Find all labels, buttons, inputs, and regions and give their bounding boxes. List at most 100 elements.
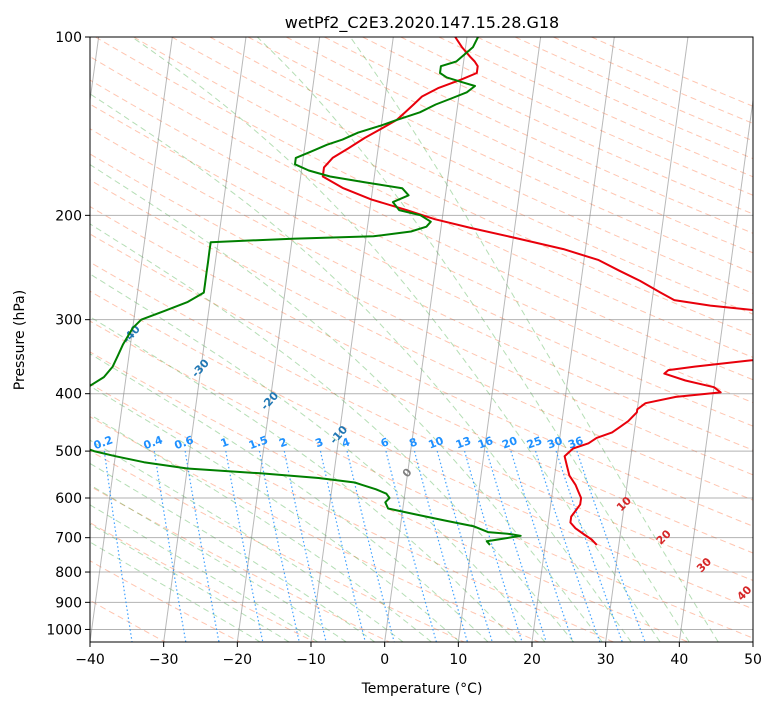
dry-adiabat xyxy=(438,37,753,178)
mixing-ratio-line xyxy=(486,450,547,642)
x-tick-label: 10 xyxy=(449,652,467,668)
y-tick-label: 600 xyxy=(55,491,82,507)
moist-adiabat xyxy=(90,164,603,642)
isotherm-label: -20 xyxy=(258,389,281,413)
isotherm-label: 0 xyxy=(400,466,415,481)
dry-adiabat xyxy=(209,37,753,294)
moist-adiabat xyxy=(349,37,719,642)
x-tick-label: 0 xyxy=(380,652,389,668)
isotherm xyxy=(752,638,753,642)
mixing-ratio-line xyxy=(283,450,327,642)
isotherm xyxy=(384,37,468,642)
x-tick-label: −10 xyxy=(296,652,326,668)
x-tick-label: 50 xyxy=(744,652,762,668)
dry-adiabat xyxy=(90,79,753,404)
isotherm xyxy=(310,37,394,642)
mixing-ratio-label: 13 xyxy=(454,434,473,451)
dry-adiabat xyxy=(90,233,753,554)
isotherm-label: -60 xyxy=(0,233,8,257)
mixing-ratio-line xyxy=(385,450,437,642)
y-tick-label: 700 xyxy=(55,531,82,547)
mixing-ratio-label: 0.4 xyxy=(142,433,165,452)
moist-adiabat-label: 40 xyxy=(734,583,754,603)
moist-adiabat xyxy=(256,37,690,642)
y-tick-label: 300 xyxy=(55,313,82,329)
dry-adiabat xyxy=(362,37,753,215)
mixing-ratio-line xyxy=(510,450,574,642)
dry-adiabat xyxy=(90,179,753,501)
y-tick-label: 900 xyxy=(55,595,82,611)
moist-adiabat xyxy=(90,484,347,642)
y-tick-label: 200 xyxy=(55,208,82,224)
dry-adiabat xyxy=(400,37,753,196)
dry-adiabat xyxy=(90,351,689,642)
dewpoint-line xyxy=(90,37,522,546)
dry-adiabat xyxy=(90,56,753,381)
mixing-ratio-line xyxy=(319,450,366,642)
isotherm-label: -30 xyxy=(189,356,212,380)
mixing-ratio-label: 25 xyxy=(525,434,544,451)
chart-title: wetPf2_C2E3.2020.147.15.28.G18 xyxy=(285,13,559,33)
moist-adiabat xyxy=(90,316,517,642)
mixing-ratio-line xyxy=(225,450,264,642)
mixing-ratio-label: 2 xyxy=(277,435,289,450)
dry-adiabat xyxy=(514,37,753,142)
mixing-ratio-line xyxy=(436,450,493,642)
moist-adiabat xyxy=(90,504,319,642)
dry-adiabat xyxy=(90,205,753,527)
moist-adiabat xyxy=(90,523,290,642)
moist-adiabat xyxy=(90,353,489,642)
mixing-ratio-line xyxy=(535,450,601,642)
mixing-ratio-label: 6 xyxy=(379,435,391,450)
moist-adiabat xyxy=(90,273,546,642)
mixing-ratio-label: 0.6 xyxy=(173,433,196,452)
dry-adiabat xyxy=(90,290,753,610)
dry-adiabat xyxy=(90,261,753,582)
moist-adiabat xyxy=(90,439,404,642)
x-axis-ticks: −40 −30 −20 −10 0 10 20 30 40 50 xyxy=(75,642,762,668)
mixing-ratio-line xyxy=(258,450,300,642)
mixing-ratio-label: 8 xyxy=(407,435,419,450)
mixing-ratio-labels: 0.2 0.4 0.6 1 1.5 2 3 4 6 8 10 13 16 20 25 30 36 xyxy=(92,433,586,452)
dry-adiabat xyxy=(90,383,614,642)
moist-adiabat xyxy=(90,385,461,642)
mixing-ratio-line xyxy=(413,450,469,642)
mixing-ratio-label: 30 xyxy=(545,434,564,452)
mixing-ratio-label: 3 xyxy=(313,435,325,450)
mixing-ratio-line xyxy=(555,450,623,642)
dry-adiabat xyxy=(90,450,465,642)
mixing-ratio-label: 20 xyxy=(500,434,519,452)
y-tick-label: 500 xyxy=(55,444,82,460)
mixing-ratio-line xyxy=(464,450,523,642)
x-axis-label: Temperature (°C) xyxy=(361,681,483,697)
moist-adiabat-label: 10 xyxy=(614,494,634,514)
y-tick-label: 100 xyxy=(55,30,82,46)
moist-adiabat-label: 20 xyxy=(654,527,674,547)
plot-frame xyxy=(89,36,754,643)
dry-adiabat xyxy=(476,37,753,160)
x-tick-label: 40 xyxy=(670,652,688,668)
moist-adiabat xyxy=(90,223,574,642)
y-axis-label: Pressure (hPa) xyxy=(12,290,28,390)
moist-adiabat xyxy=(90,414,432,642)
dry-adiabat xyxy=(90,103,753,427)
y-axis-ticks: 100 200 300 400 500 600 700 800 900 1000 xyxy=(46,30,90,638)
dry-adiabat xyxy=(90,153,753,476)
mixing-ratio-label: 10 xyxy=(427,434,446,452)
mixing-ratio-line xyxy=(184,451,220,642)
isotherm xyxy=(163,37,247,642)
isotherm xyxy=(457,37,542,642)
dry-adiabat xyxy=(591,37,753,107)
temperature-line xyxy=(321,37,753,546)
dry-adiabat xyxy=(553,37,753,124)
x-tick-label: 20 xyxy=(523,652,541,668)
moist-adiabat xyxy=(131,37,661,642)
x-tick-label: −40 xyxy=(75,652,105,668)
mixing-ratio-line xyxy=(103,451,133,642)
isotherm xyxy=(90,37,100,105)
y-tick-label: 800 xyxy=(55,565,82,581)
mixing-ratio-label: 1 xyxy=(219,435,231,450)
moist-adiabat xyxy=(90,93,632,642)
x-tick-label: −30 xyxy=(149,652,179,668)
